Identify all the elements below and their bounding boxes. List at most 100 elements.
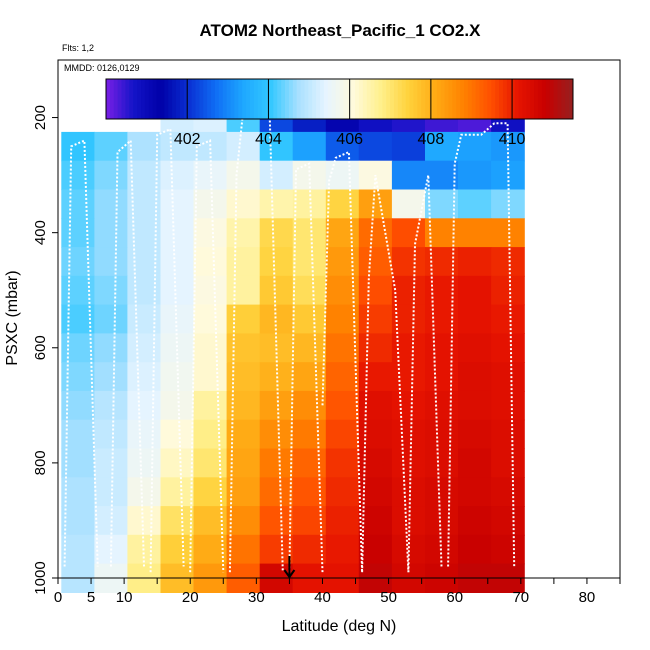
colorbar-swatch <box>238 79 243 119</box>
colorbar-swatch <box>191 79 197 119</box>
heatmap-cell <box>491 333 525 363</box>
heatmap-cell <box>458 247 492 277</box>
heatmap-cell <box>193 304 228 334</box>
heatmap-cell <box>458 275 492 306</box>
heatmap-cell <box>325 131 360 162</box>
heatmap-cell <box>259 419 294 450</box>
heatmap-cell <box>458 477 492 507</box>
heatmap-cell <box>226 275 261 306</box>
colorbar-swatch <box>156 79 161 119</box>
heatmap-cell <box>458 189 492 219</box>
colorbar-swatch <box>417 79 422 119</box>
colorbar-swatch <box>288 79 294 119</box>
heatmap-cell <box>425 131 459 162</box>
heatmap-cell <box>160 160 195 191</box>
heatmap-cell <box>61 247 95 277</box>
colorbar-swatch <box>425 79 430 119</box>
heatmap-cell <box>226 304 261 334</box>
heatmap-cell <box>160 218 195 248</box>
colorbar-swatch <box>199 79 204 119</box>
heatmap-cell <box>358 419 393 450</box>
colorbar-swatch <box>561 79 566 119</box>
heatmap-cell <box>94 218 129 248</box>
heatmap-cell <box>491 362 525 392</box>
x-axis: 0 5 10 20 30 40 50 60 70 80 <box>54 578 621 606</box>
heatmap-cell <box>292 419 327 450</box>
colorbar-swatch <box>234 79 239 119</box>
y-tick-label: 1000 <box>32 561 49 594</box>
heatmap-cell <box>458 160 492 191</box>
colorbar-swatch <box>203 79 208 119</box>
flights-label: Flts: 1,2 <box>62 43 94 53</box>
heatmap-cell <box>391 362 426 392</box>
colorbar-swatch <box>479 79 484 119</box>
colorbar-swatch <box>183 79 189 119</box>
colorbar-swatch <box>343 79 348 119</box>
heatmap-cell <box>292 390 327 421</box>
heatmap-cell <box>391 275 426 306</box>
colorbar-swatch <box>495 79 500 119</box>
heatmap-cell <box>226 362 261 392</box>
heatmap-cell <box>193 189 228 219</box>
heatmap-cell <box>61 362 95 392</box>
colorbar-swatch <box>436 79 442 119</box>
heatmap-cell <box>193 333 228 363</box>
colorbar-swatch <box>113 79 119 119</box>
colorbar-swatch <box>475 79 481 119</box>
colorbar-swatch <box>109 79 115 119</box>
colorbar-swatch <box>464 79 469 119</box>
colorbar-swatch <box>518 79 523 119</box>
heatmap-cell <box>160 390 195 421</box>
colorbar-swatch <box>499 79 504 119</box>
heatmap-cell <box>425 506 459 536</box>
heatmap-cell <box>491 275 525 306</box>
heatmap-cell <box>61 506 95 536</box>
colorbar-swatch <box>304 79 309 119</box>
colorbar-swatch <box>316 79 321 119</box>
heatmap-cell <box>458 131 492 162</box>
colorbar-swatch <box>269 79 274 119</box>
colorbar-swatch <box>292 79 298 119</box>
heatmap-cell <box>127 419 162 450</box>
colorbar-swatch <box>176 79 181 119</box>
heatmap-cell <box>226 333 261 363</box>
heatmap-cell <box>127 131 162 162</box>
colorbar-swatch <box>117 79 123 119</box>
colorbar-swatch <box>257 79 263 119</box>
colorbar-tick-label: 410 <box>499 131 526 148</box>
colorbar-swatch <box>308 79 313 119</box>
colorbar-swatch <box>467 79 473 119</box>
heatmap-cell <box>61 218 95 248</box>
colorbar-frame <box>105 78 574 120</box>
heatmap-cell <box>425 419 459 450</box>
flight-profile <box>189 139 225 573</box>
colorbar-swatch <box>137 79 142 119</box>
y-tick-label: 800 <box>32 450 49 475</box>
colorbar-swatch <box>160 79 165 119</box>
x-tick-label: 5 <box>87 589 95 606</box>
heatmap-cell <box>193 419 228 450</box>
heatmap-cell <box>391 247 426 277</box>
colorbar-swatch <box>121 79 126 119</box>
colorbar-swatch <box>421 79 426 119</box>
heatmap-cell <box>292 304 327 334</box>
flight-profile <box>149 127 185 573</box>
heatmap-cell <box>458 448 492 478</box>
colorbar-swatch <box>327 79 333 119</box>
heatmap-cell <box>127 390 162 421</box>
heatmap-cell <box>358 218 393 248</box>
heatmap-cell <box>160 477 195 507</box>
colorbar-swatch <box>331 79 337 119</box>
flight-profile <box>109 138 145 567</box>
heatmap-cell <box>259 477 294 507</box>
colorbar-swatch <box>230 79 235 119</box>
y-axis: 200 400 600 800 1000 <box>32 105 58 595</box>
colorbar-swatch <box>491 79 496 119</box>
colorbar-swatch <box>409 79 414 119</box>
colorbar-swatch <box>382 79 387 119</box>
colorbar-swatch <box>569 79 574 119</box>
heatmap-cell <box>458 362 492 392</box>
heatmap-cell <box>226 506 261 536</box>
heatmap-cell <box>358 247 393 277</box>
dates-label: MMDD: 0126,0129 <box>64 63 140 73</box>
